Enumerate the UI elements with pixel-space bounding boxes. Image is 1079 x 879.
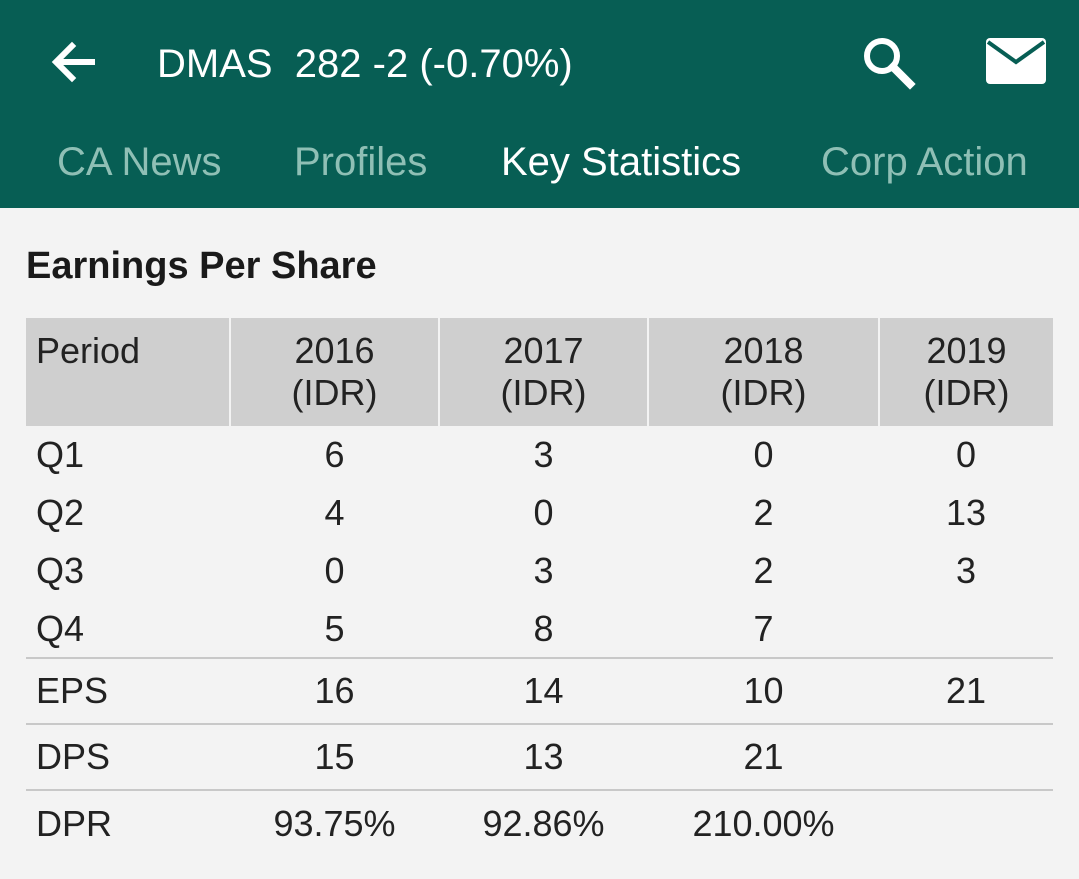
table-cell: 15 <box>230 723 439 790</box>
back-button[interactable] <box>46 34 102 90</box>
table-cell <box>879 723 1053 790</box>
header-year: 2017 <box>503 330 584 371</box>
table-cell: 92.86% <box>439 789 648 856</box>
table-cell: 6 <box>324 434 345 475</box>
table-cell: 3 <box>533 434 554 475</box>
table-cell: 0 <box>955 434 977 475</box>
table-cell: 13 <box>945 492 987 533</box>
table-cell <box>879 789 1053 856</box>
table-row-dpr: DPR 93.75% 92.86% 210.00% <box>26 789 1053 856</box>
table-cell: 21 <box>879 657 1053 724</box>
page-title: DMAS 282 -2 (-0.70%) <box>157 42 573 86</box>
header-unit: (IDR) <box>500 372 587 413</box>
table-cell: 10 <box>648 657 879 724</box>
table-cell: 0 <box>324 550 345 591</box>
row-label: Q3 <box>36 550 85 591</box>
table-cell: 0 <box>753 434 774 475</box>
row-label: DPR <box>26 789 230 856</box>
header-2017: 2017 (IDR) <box>439 318 649 426</box>
tab-corp-action[interactable]: Corp Action <box>821 140 1028 184</box>
table-cell <box>879 600 1053 658</box>
table-row-q3: Q3 0 3 2 3 <box>26 542 1053 600</box>
row-label: EPS <box>26 657 230 724</box>
app-bar: DMAS 282 -2 (-0.70%) CA News Profiles Ke… <box>0 0 1079 208</box>
table-cell: 3 <box>533 550 554 591</box>
row-label: DPS <box>26 723 230 790</box>
table-header-row: Period 2016 (IDR) 2017 (IDR) 2018 (IDR) 201… <box>26 318 1053 426</box>
mail-icon <box>986 38 1046 84</box>
eps-table: Period 2016 (IDR) 2017 (IDR) 2018 (IDR) 201… <box>26 318 1053 856</box>
mail-button[interactable] <box>984 34 1048 90</box>
header-label: Period <box>36 330 141 371</box>
table-row-q1: Q1 6 3 0 0 <box>26 426 1053 484</box>
tab-bar: CA News Profiles Key Statistics Corp Act… <box>0 120 1079 208</box>
header-unit: (IDR) <box>291 372 378 413</box>
table-cell: 0 <box>533 492 554 533</box>
table-cell: 8 <box>533 607 554 649</box>
section-title: Earnings Per Share <box>26 245 377 287</box>
table-cell: 93.75% <box>230 789 439 856</box>
table-row-eps: EPS 16 14 10 21 <box>26 657 1053 724</box>
table-row-q4: Q4 5 8 7 <box>26 600 1053 658</box>
table-row-dps: DPS 15 13 21 <box>26 723 1053 790</box>
row-label: Q4 <box>36 607 85 649</box>
table-row-q2: Q2 4 0 2 13 <box>26 484 1053 542</box>
table-cell: 3 <box>955 550 977 591</box>
header-2019: 2019 (IDR) <box>879 318 1053 426</box>
header-year: 2016 <box>294 330 375 371</box>
table-cell: 21 <box>648 723 879 790</box>
search-button[interactable] <box>858 32 918 92</box>
table-cell: 5 <box>324 607 345 649</box>
arrow-left-icon <box>51 41 95 83</box>
table-cell: 13 <box>439 723 648 790</box>
header-2018: 2018 (IDR) <box>648 318 880 426</box>
header-unit: (IDR) <box>923 372 1010 413</box>
table-cell: 7 <box>753 607 774 649</box>
table-cell: 14 <box>439 657 648 724</box>
table-cell: 2 <box>753 550 774 591</box>
header-unit: (IDR) <box>720 372 807 413</box>
row-label: Q2 <box>36 492 85 533</box>
tab-profiles[interactable]: Profiles <box>294 140 428 184</box>
search-icon <box>864 38 916 90</box>
table-cell: 210.00% <box>648 789 879 856</box>
header-period: Period <box>26 318 231 426</box>
tab-ca-news[interactable]: CA News <box>57 140 222 184</box>
header-year: 2018 <box>723 330 804 371</box>
table-cell: 16 <box>230 657 439 724</box>
row-label: Q1 <box>36 434 85 475</box>
tab-key-statistics[interactable]: Key Statistics <box>501 140 742 184</box>
header-year: 2019 <box>926 330 1007 371</box>
header-2016: 2016 (IDR) <box>230 318 440 426</box>
table-cell: 2 <box>753 492 774 533</box>
table-cell: 4 <box>324 492 345 533</box>
